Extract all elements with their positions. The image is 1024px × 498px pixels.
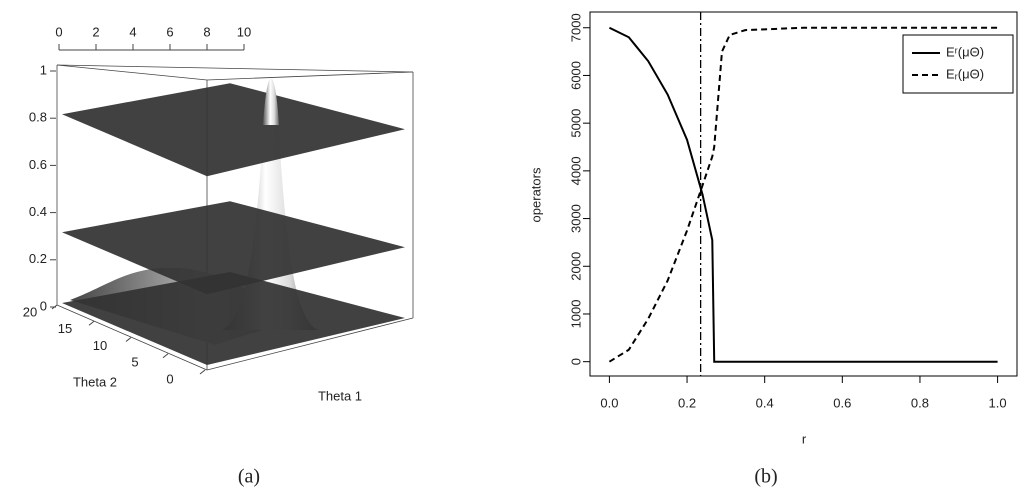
y-tick-label: 5000 [568,109,583,138]
y-tick-label: 3000 [568,204,583,233]
legend-label: Eʳ(μΘ) [946,44,984,59]
x-tick-label: 10 [237,24,251,39]
y-tick [88,320,95,326]
y-tick-label: 0 [166,371,173,386]
y-tick-label: 2000 [568,252,583,281]
z-tick-label: 1 [40,62,47,77]
legend-label: Eᵣ(μΘ) [946,66,984,81]
y-tick-label: 20 [23,304,37,319]
level-plane [62,83,405,177]
y-axis-label: operators [528,167,543,222]
x-tick-label: 6 [166,24,173,39]
box-edge [56,304,208,371]
y-tick-label: 4000 [568,156,583,185]
series-line [608,26,998,363]
y-tick-label: 10 [93,338,107,353]
y-tick [51,304,58,310]
x-axis-label: Theta 1 [318,388,362,403]
surface-peak-top [263,78,279,125]
z-tick-label: 0.8 [29,110,47,125]
box-edge [56,64,414,73]
x-tick-label: 0.0 [600,395,618,410]
box-edge [206,71,414,81]
x-axis-label: r [802,431,807,446]
x-tick-label: 0 [55,24,62,39]
z-tick-label: 0 [40,298,47,313]
level-plane [62,201,405,295]
series-line [608,26,998,363]
legend-box [902,34,1014,94]
panel-b: 0.0 0.2 0.4 0.6 0.8 1.0 0 1000 2000 3000 4000 5000 6… [528,11,1018,488]
x-tick-label: 4 [129,24,136,39]
x-tick-label: 0.8 [911,395,929,410]
y-tick [162,353,169,359]
x-tick-label: 0.6 [833,395,851,410]
surface-peak [222,78,318,330]
x-tick-label: 0.2 [678,395,696,410]
caption: (a) [238,466,260,488]
x-tick-label: 0.4 [756,395,774,410]
y-tick-label: 7000 [568,13,583,42]
y-tick-label: 15 [58,321,72,336]
caption: (b) [754,466,777,488]
y-axis-label: Theta 2 [73,374,117,389]
x-tick-label: 2 [92,24,99,39]
y-tick-label: 1000 [568,300,583,329]
z-tick-label: 0.4 [29,204,47,219]
level-plane [62,272,405,365]
x-tick-label: 8 [203,24,210,39]
y-tick-label: 0 [568,358,583,365]
y-tick [125,337,132,342]
plot-frame [589,11,1018,377]
box-edge [206,317,414,371]
y-tick-label: 6000 [568,61,583,90]
z-tick-label: 0.2 [29,251,47,266]
z-tick-label: 0.6 [29,157,47,172]
y-tick [199,369,206,375]
box-edge [56,64,208,81]
y-tick-label: 5 [131,355,138,370]
x-tick-label: 1.0 [989,395,1007,410]
